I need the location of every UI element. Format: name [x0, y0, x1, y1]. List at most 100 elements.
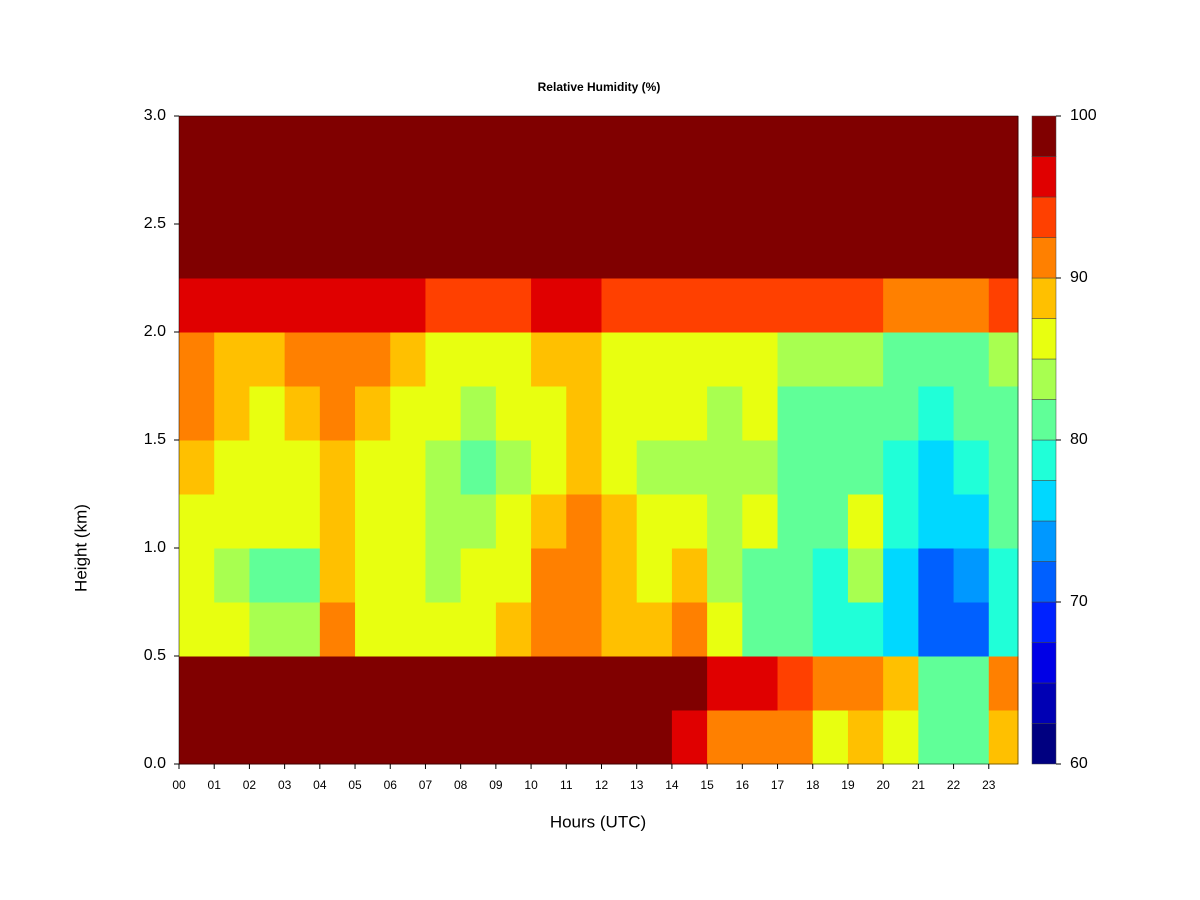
- heatmap-cell: [847, 386, 884, 441]
- heatmap-cell: [918, 602, 955, 657]
- heatmap-cell: [249, 386, 286, 441]
- y-tick-label: 2.0: [144, 323, 166, 340]
- heatmap-cell: [671, 656, 708, 711]
- heatmap-cell: [742, 494, 779, 549]
- heatmap-cell: [531, 116, 567, 171]
- heatmap-cell: [847, 656, 884, 711]
- heatmap-cell: [636, 224, 673, 279]
- heatmap-cell: [425, 656, 462, 711]
- heatmap-cell: [566, 116, 602, 171]
- heatmap-cell: [460, 224, 497, 279]
- heatmap-cell: [777, 548, 814, 603]
- colorbar-swatch: [1031, 318, 1057, 360]
- heatmap-cell: [531, 710, 567, 765]
- heatmap-cell: [566, 656, 602, 711]
- heatmap-cell: [355, 332, 391, 387]
- colorbar-swatch: [1031, 399, 1057, 441]
- heatmap-cell: [777, 386, 814, 441]
- heatmap-cell: [355, 170, 391, 225]
- heatmap-cell: [425, 494, 462, 549]
- heatmap-cell: [425, 710, 462, 765]
- heatmap-cell: [319, 548, 356, 603]
- heatmap-cell: [777, 602, 814, 657]
- heatmap-cell: [355, 602, 391, 657]
- heatmap-cell: [249, 602, 286, 657]
- heatmap-cell: [355, 494, 391, 549]
- heatmap-cell: [883, 656, 919, 711]
- x-tick-label: 22: [947, 778, 961, 792]
- heatmap-cell: [847, 602, 884, 657]
- heatmap-cell: [284, 602, 321, 657]
- heatmap-cell: [601, 224, 638, 279]
- heatmap-cell: [707, 386, 743, 441]
- x-tick-label: 19: [841, 778, 855, 792]
- heatmap-cell: [988, 548, 1019, 603]
- heatmap-cell: [566, 278, 602, 333]
- heatmap-cell: [460, 278, 497, 333]
- heatmap-cell: [495, 656, 532, 711]
- y-tick-label: 0.0: [144, 755, 166, 772]
- heatmap-cell: [355, 116, 391, 171]
- heatmap-cell: [883, 278, 919, 333]
- heatmap-cell: [918, 224, 955, 279]
- heatmap-cell: [355, 548, 391, 603]
- heatmap-cell: [707, 710, 743, 765]
- x-tick-label: 02: [243, 778, 257, 792]
- heatmap-cell: [319, 656, 356, 711]
- heatmap-cell: [742, 332, 779, 387]
- heatmap-cell: [918, 332, 955, 387]
- heatmap-cell: [214, 386, 250, 441]
- heatmap-cell: [707, 224, 743, 279]
- heatmap-cell: [284, 386, 321, 441]
- y-tick-label: 1.5: [144, 431, 166, 448]
- heatmap-cell: [847, 116, 884, 171]
- heatmap-cell: [707, 494, 743, 549]
- heatmap-cell: [601, 116, 638, 171]
- heatmap-cell: [988, 656, 1019, 711]
- heatmap-cell: [671, 278, 708, 333]
- heatmap-cell: [918, 548, 955, 603]
- heatmap-cell: [601, 548, 638, 603]
- heatmap-cell: [179, 656, 215, 711]
- heatmap-cell: [988, 710, 1019, 765]
- heatmap-cell: [425, 440, 462, 495]
- heatmap-cell: [319, 170, 356, 225]
- heatmap-cell: [319, 332, 356, 387]
- colorbar-swatch: [1031, 358, 1057, 400]
- x-tick-label: 23: [982, 778, 996, 792]
- colorbar-tick-label: 100: [1070, 107, 1097, 124]
- heatmap-cell: [355, 656, 391, 711]
- colorbar-swatch: [1031, 156, 1057, 198]
- heatmap-cell: [284, 170, 321, 225]
- heatmap-cell: [777, 170, 814, 225]
- chart-title: Relative Humidity (%): [538, 80, 661, 94]
- heatmap-cell: [953, 332, 990, 387]
- colorbar-swatch: [1031, 601, 1057, 643]
- heatmap-cell: [284, 494, 321, 549]
- heatmap-cell: [495, 332, 532, 387]
- heatmap-cell: [179, 332, 215, 387]
- heatmap-cell: [636, 602, 673, 657]
- heatmap-cell: [847, 332, 884, 387]
- heatmap-cell: [988, 278, 1019, 333]
- colorbar-swatch: [1031, 237, 1057, 279]
- heatmap-cell: [531, 656, 567, 711]
- heatmap-cell: [601, 332, 638, 387]
- heatmap-cell: [812, 602, 849, 657]
- heatmap-cell: [390, 602, 426, 657]
- heatmap-cell: [953, 224, 990, 279]
- x-tick-label: 09: [489, 778, 503, 792]
- heatmap-cell: [355, 440, 391, 495]
- heatmap-cell: [988, 386, 1019, 441]
- heatmap-cell: [636, 332, 673, 387]
- heatmap-cell: [566, 494, 602, 549]
- heatmap-cell: [671, 332, 708, 387]
- heatmap-cell: [601, 602, 638, 657]
- heatmap-cell: [425, 116, 462, 171]
- heatmap-cell: [425, 386, 462, 441]
- heatmap-cell: [355, 386, 391, 441]
- heatmap-cell: [495, 440, 532, 495]
- heatmap-cell: [883, 602, 919, 657]
- heatmap-cell: [319, 386, 356, 441]
- heatmap-cell: [531, 440, 567, 495]
